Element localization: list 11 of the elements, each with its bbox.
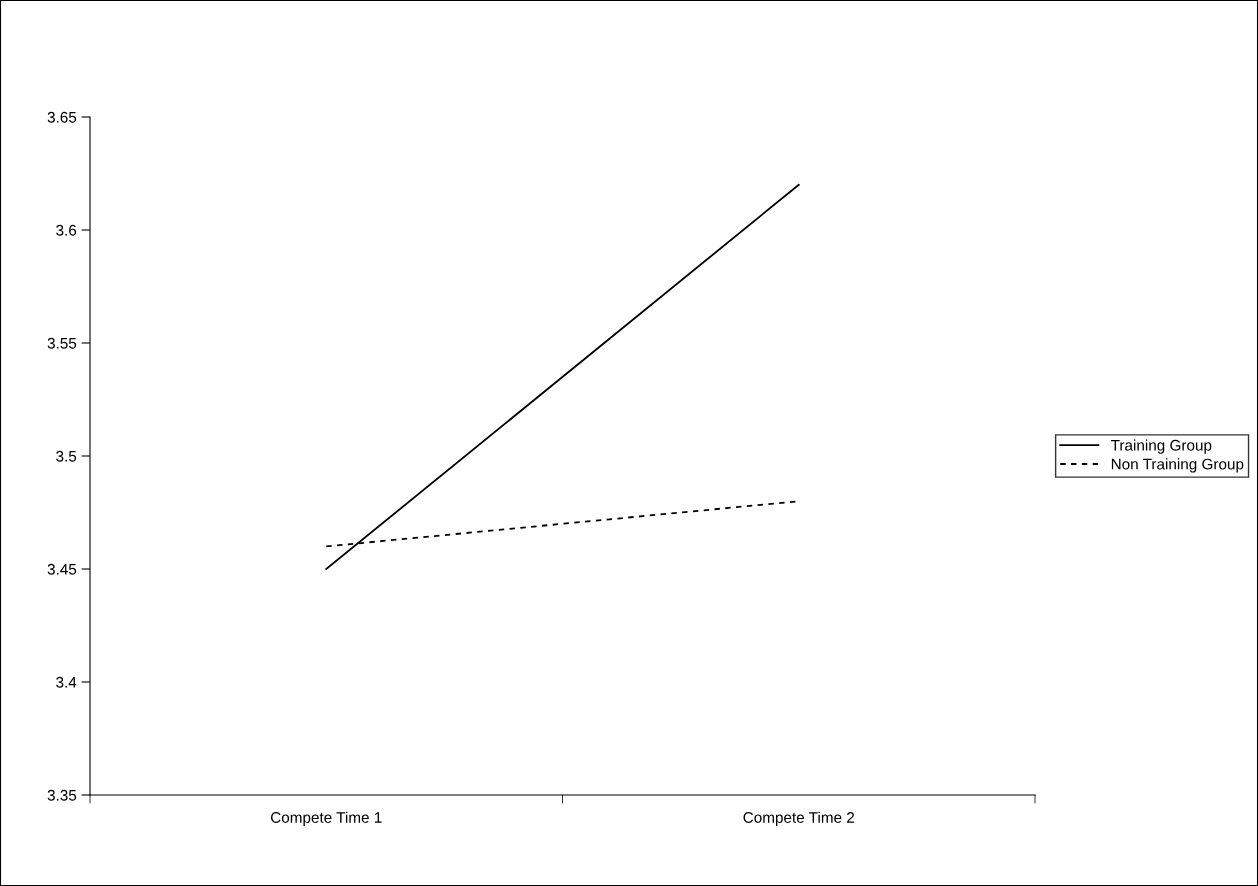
y-tick-label: 3.55	[47, 337, 77, 349]
y-tick-label: 3.35	[47, 789, 77, 801]
y-tick-label: 3.65	[47, 111, 77, 123]
x-tick-label: Compete Time 2	[743, 811, 855, 826]
y-tick-label: 3.4	[56, 676, 77, 688]
y-tick-label: 3.45	[47, 563, 77, 575]
y-tick-label: 3.6	[56, 224, 77, 236]
y-tick-label: 3.5	[56, 450, 77, 462]
legend-label: Non Training Group	[1111, 458, 1244, 473]
x-tick-label: Compete Time 1	[270, 811, 382, 826]
legend-label: Training Group	[1110, 439, 1212, 454]
